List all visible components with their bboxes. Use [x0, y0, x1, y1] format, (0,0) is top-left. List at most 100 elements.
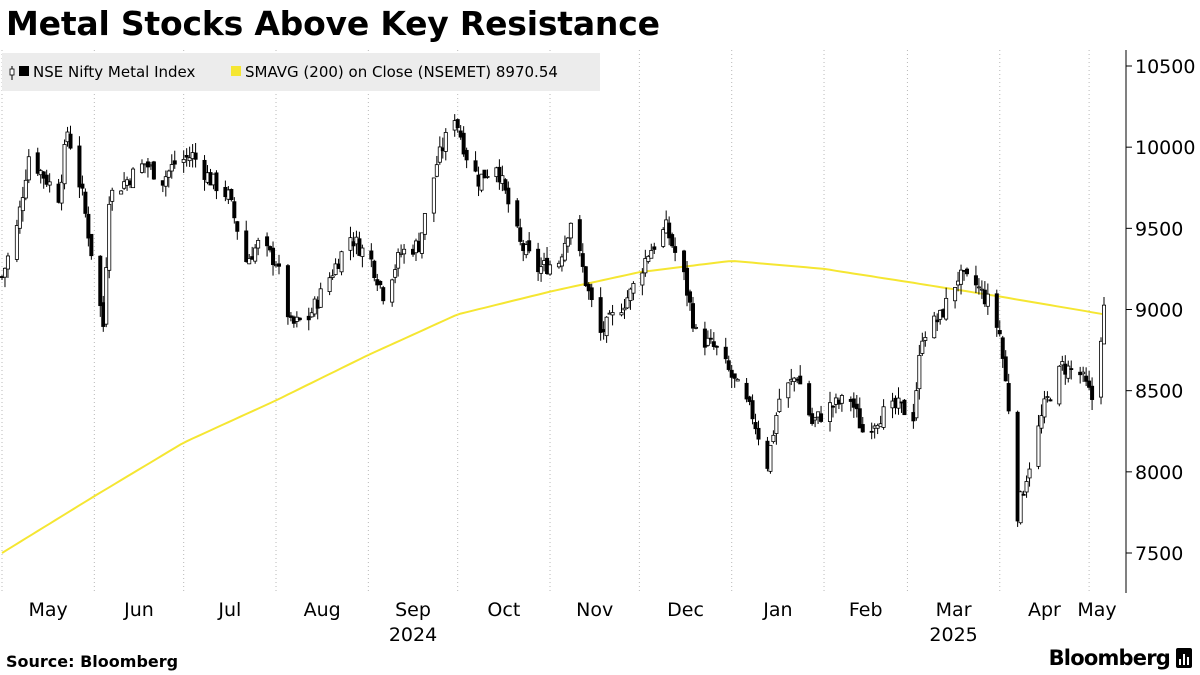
candle-body: [688, 291, 693, 303]
candle: [935, 313, 940, 332]
candle: [437, 136, 442, 165]
legend-swatch-index: [19, 66, 29, 76]
candle-body: [756, 427, 761, 440]
candle-body: [735, 379, 740, 382]
candle: [1018, 490, 1023, 525]
candle: [562, 235, 567, 263]
candle-body: [935, 319, 940, 323]
candle-body: [14, 225, 19, 260]
candle: [422, 213, 427, 240]
candle-body: [253, 247, 258, 262]
y-tick-label: 9500: [1135, 218, 1183, 240]
candle: [1048, 397, 1053, 402]
legend-label-index: NSE Nifty Metal Index: [33, 63, 196, 81]
candle: [232, 197, 237, 224]
candle-body: [1006, 383, 1011, 412]
candle-body: [708, 337, 713, 340]
candle: [229, 188, 234, 202]
candle-body: [705, 337, 710, 346]
candle: [673, 237, 678, 262]
candle-body: [381, 287, 386, 302]
candle-body: [640, 272, 645, 286]
sma-200-line: [1, 260, 1105, 554]
y-tick-label: 8500: [1135, 381, 1183, 403]
candle: [973, 265, 978, 294]
candle: [536, 242, 541, 281]
candle-body: [62, 144, 67, 185]
candle: [62, 139, 67, 190]
candle: [1087, 370, 1092, 391]
candle-body: [693, 326, 698, 329]
candle: [944, 287, 949, 321]
vertical-gridlines: [1, 50, 1090, 593]
candle-body: [378, 280, 383, 286]
candle: [902, 399, 907, 416]
candle-body: [169, 164, 174, 172]
candle: [976, 278, 981, 295]
candle-body: [437, 146, 442, 163]
candle: [339, 250, 344, 276]
candle: [753, 413, 758, 435]
candle: [434, 155, 439, 178]
candle-body: [646, 255, 651, 262]
candle-body: [1099, 340, 1104, 398]
candle-body: [131, 168, 136, 189]
candle: [798, 365, 803, 385]
candle: [896, 387, 901, 415]
candle: [1066, 360, 1071, 383]
candle-body: [396, 252, 401, 269]
candle: [455, 118, 460, 133]
candle: [193, 142, 198, 168]
candle: [131, 167, 136, 189]
candle-body: [163, 176, 168, 187]
candle: [1042, 390, 1047, 424]
candle: [932, 311, 937, 339]
candle: [1027, 462, 1032, 487]
x-tick-label: Apr: [1028, 599, 1061, 621]
candle: [77, 136, 82, 198]
chart-title: Metal Stocks Above Key Resistance: [6, 4, 660, 43]
candle-body: [431, 177, 436, 214]
candle: [253, 244, 258, 264]
candle: [202, 155, 207, 191]
candle: [920, 332, 925, 356]
candle: [1021, 490, 1026, 496]
candle: [1024, 475, 1029, 498]
candle-body: [193, 152, 198, 160]
legend: NSE Nifty Metal Index SMAVG (200) on Clos…: [2, 53, 600, 91]
candle-body: [976, 286, 981, 289]
candle-body: [276, 263, 281, 267]
candle: [461, 126, 466, 157]
candle: [503, 178, 508, 194]
candle: [327, 272, 332, 296]
candle-body: [1027, 468, 1032, 479]
candle-body: [643, 258, 648, 274]
candle: [610, 304, 615, 326]
candle-body: [768, 444, 773, 472]
candle-body: [649, 250, 654, 259]
x-tick-label: Oct: [487, 599, 520, 621]
candle: [690, 296, 695, 332]
candle-body: [839, 395, 844, 404]
x-year-label: 2025: [929, 624, 977, 646]
candle-body: [685, 267, 690, 296]
candle: [351, 232, 356, 258]
candle-body: [747, 396, 752, 402]
candle-body: [994, 293, 999, 328]
candle: [786, 382, 791, 408]
candle-body: [959, 269, 964, 285]
candle-body: [682, 250, 687, 273]
candle: [166, 169, 171, 188]
candle-body: [214, 172, 219, 192]
candle-body: [1102, 304, 1107, 345]
candle-body: [482, 169, 487, 179]
candle: [145, 158, 150, 178]
candle-body: [750, 400, 755, 420]
candle-body: [98, 255, 103, 307]
candle-body: [774, 415, 779, 434]
candle: [714, 345, 719, 356]
candle: [172, 150, 177, 169]
candle-body: [285, 265, 290, 318]
candle: [14, 219, 19, 263]
candle-body: [503, 179, 508, 191]
